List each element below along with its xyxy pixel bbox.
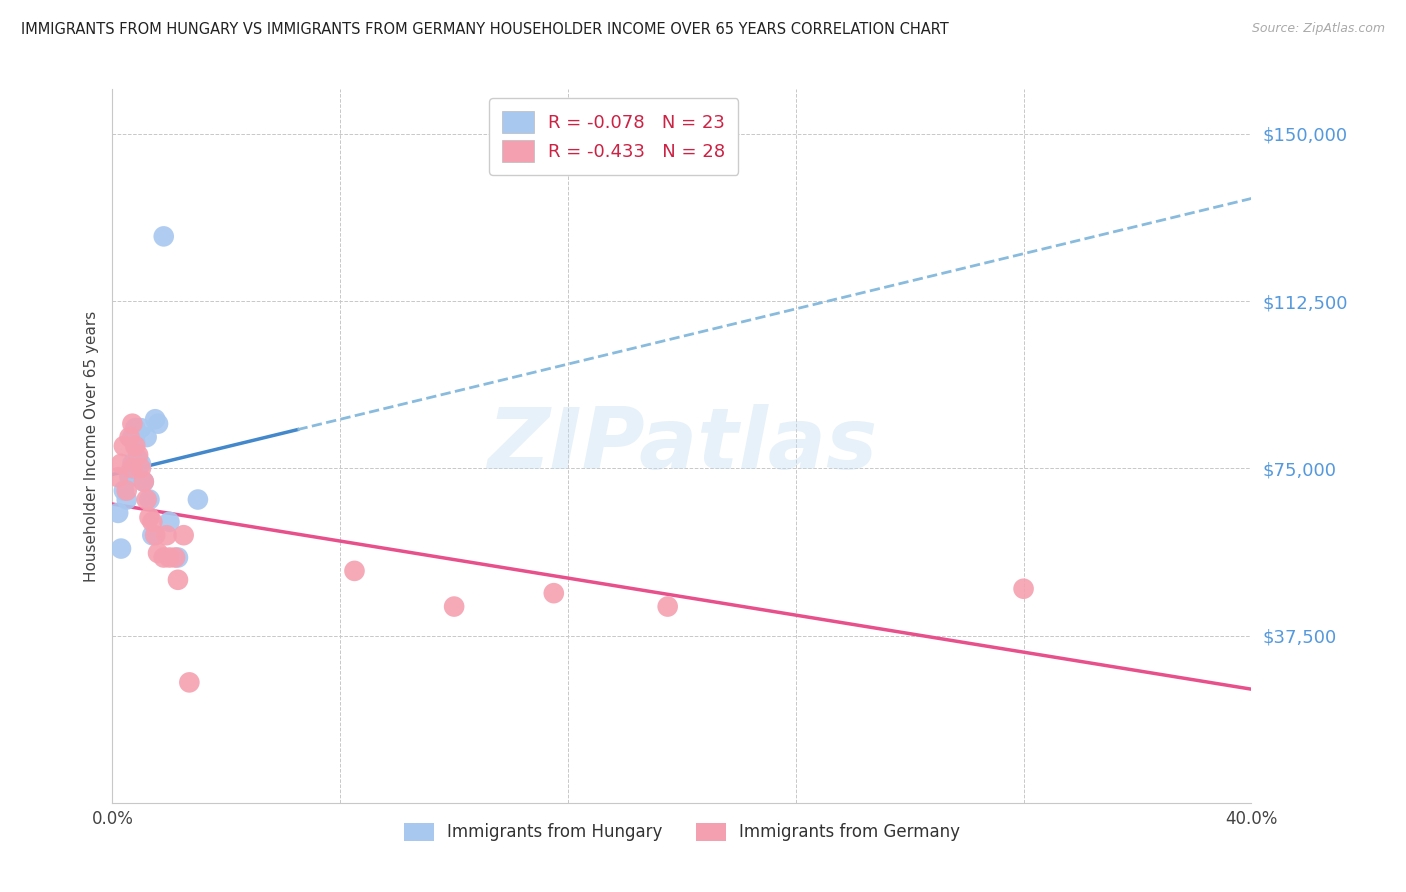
Point xyxy=(143,412,166,426)
Point xyxy=(129,457,152,471)
Point xyxy=(138,510,160,524)
Point xyxy=(127,448,149,462)
Point xyxy=(343,564,366,578)
Point xyxy=(118,466,141,480)
Point xyxy=(118,430,141,444)
Point xyxy=(135,430,157,444)
Point xyxy=(121,430,143,444)
Point xyxy=(657,599,679,614)
Point xyxy=(173,528,195,542)
Point xyxy=(132,475,155,489)
Point xyxy=(167,573,190,587)
Point xyxy=(118,470,141,484)
Point xyxy=(141,515,163,529)
Point xyxy=(129,421,152,435)
Point xyxy=(159,550,180,565)
Point xyxy=(124,434,146,449)
Point xyxy=(146,546,169,560)
Point xyxy=(110,541,132,556)
Text: Source: ZipAtlas.com: Source: ZipAtlas.com xyxy=(1251,22,1385,36)
Point xyxy=(124,421,146,435)
Point xyxy=(1012,582,1035,596)
Text: IMMIGRANTS FROM HUNGARY VS IMMIGRANTS FROM GERMANY HOUSEHOLDER INCOME OVER 65 YE: IMMIGRANTS FROM HUNGARY VS IMMIGRANTS FR… xyxy=(21,22,949,37)
Point xyxy=(138,492,160,507)
Point xyxy=(129,461,152,475)
Point xyxy=(121,461,143,475)
Point xyxy=(543,586,565,600)
Point xyxy=(107,470,129,484)
Point xyxy=(112,483,135,498)
Point xyxy=(110,457,132,471)
Point xyxy=(165,550,187,565)
Point xyxy=(121,417,143,431)
Text: ZIPatlas: ZIPatlas xyxy=(486,404,877,488)
Point xyxy=(443,599,465,614)
Point xyxy=(112,439,135,453)
Point xyxy=(159,515,180,529)
Legend: Immigrants from Hungary, Immigrants from Germany: Immigrants from Hungary, Immigrants from… xyxy=(396,816,967,848)
Point xyxy=(167,550,190,565)
Point xyxy=(152,229,174,244)
Point xyxy=(127,452,149,467)
Point xyxy=(121,457,143,471)
Point xyxy=(135,492,157,507)
Point xyxy=(143,528,166,542)
Point xyxy=(115,483,138,498)
Point xyxy=(132,475,155,489)
Point xyxy=(141,528,163,542)
Y-axis label: Householder Income Over 65 years: Householder Income Over 65 years xyxy=(83,310,98,582)
Point xyxy=(155,528,177,542)
Point xyxy=(179,675,201,690)
Point xyxy=(152,550,174,565)
Point xyxy=(124,439,146,453)
Point xyxy=(115,492,138,507)
Point xyxy=(146,417,169,431)
Point xyxy=(187,492,209,507)
Point xyxy=(107,506,129,520)
